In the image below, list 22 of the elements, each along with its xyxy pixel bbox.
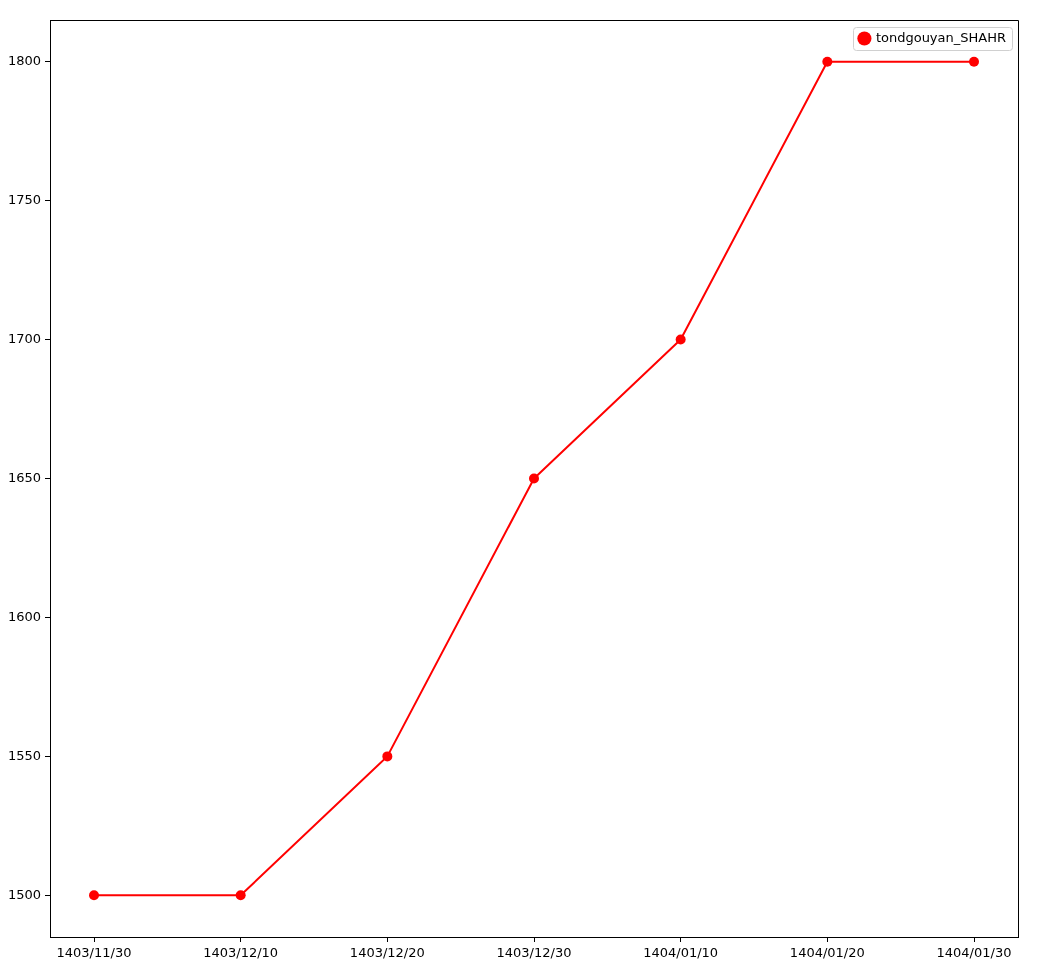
- point: [675, 334, 686, 345]
- y-tick-label: 1700: [7, 330, 41, 346]
- point: [969, 56, 979, 67]
- x-tick-label: 1403/12/20: [349, 945, 425, 961]
- point: [822, 56, 833, 67]
- y-tick-label: 1500: [7, 886, 41, 902]
- point: [235, 890, 246, 901]
- y-tick-label: 1800: [7, 53, 41, 69]
- y-tick-label: 1550: [7, 747, 41, 763]
- point: [89, 890, 99, 901]
- y-tick-label: 1750: [7, 192, 41, 207]
- y-tick-label: 1600: [7, 608, 41, 624]
- x-tick-label: 1404/01/20: [789, 945, 865, 961]
- x-tick-label: 1403/11/30: [56, 945, 132, 961]
- y-tick-label: 1650: [7, 469, 41, 485]
- legend-label: tondgouyan_SHAHR: [875, 29, 1007, 45]
- x-tick-label: 1404/01/30: [936, 945, 1012, 961]
- point: [382, 751, 393, 762]
- x-tick-label: 1404/01/10: [643, 945, 719, 961]
- x-tick-label: 1403/12/10: [203, 945, 279, 961]
- x-tick-label: 1403/12/30: [496, 945, 572, 961]
- point: [529, 473, 539, 484]
